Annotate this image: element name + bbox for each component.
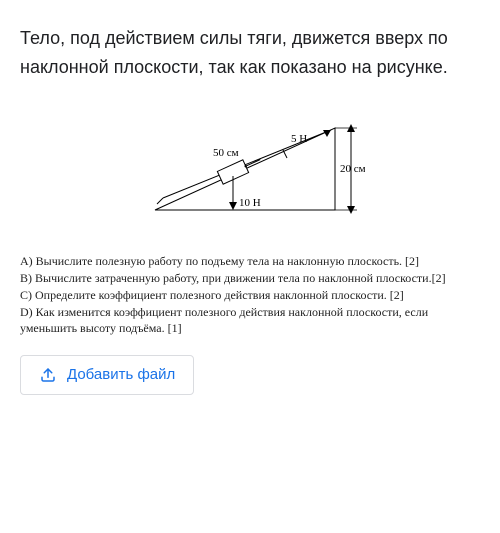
- label-force-up: 5 Н: [291, 133, 307, 145]
- question-b: B) Вычислите затраченную работу, при дви…: [20, 270, 480, 286]
- label-weight: 10 Н: [239, 197, 261, 209]
- question-a: A) Вычислите полезную работу по подъему …: [20, 253, 480, 269]
- label-height: 20 см: [340, 163, 365, 175]
- questions-block: A) Вычислите полезную работу по подъему …: [20, 253, 480, 337]
- figure-container: 50 см 5 Н 20 см 10 Н: [20, 110, 480, 235]
- question-c: C) Определите коэффициент полезного дейс…: [20, 287, 480, 303]
- add-file-button[interactable]: Добавить файл: [20, 355, 194, 395]
- label-hypotenuse: 50 см: [213, 147, 239, 159]
- question-d: D) Как изменится коэффициент полезного д…: [20, 304, 480, 336]
- incline-diagram: 50 см 5 Н 20 см 10 Н: [135, 110, 365, 235]
- add-file-label: Добавить файл: [67, 366, 175, 383]
- upload-icon: [39, 366, 57, 384]
- problem-intro: Тело, под действием силы тяги, движется …: [20, 24, 480, 82]
